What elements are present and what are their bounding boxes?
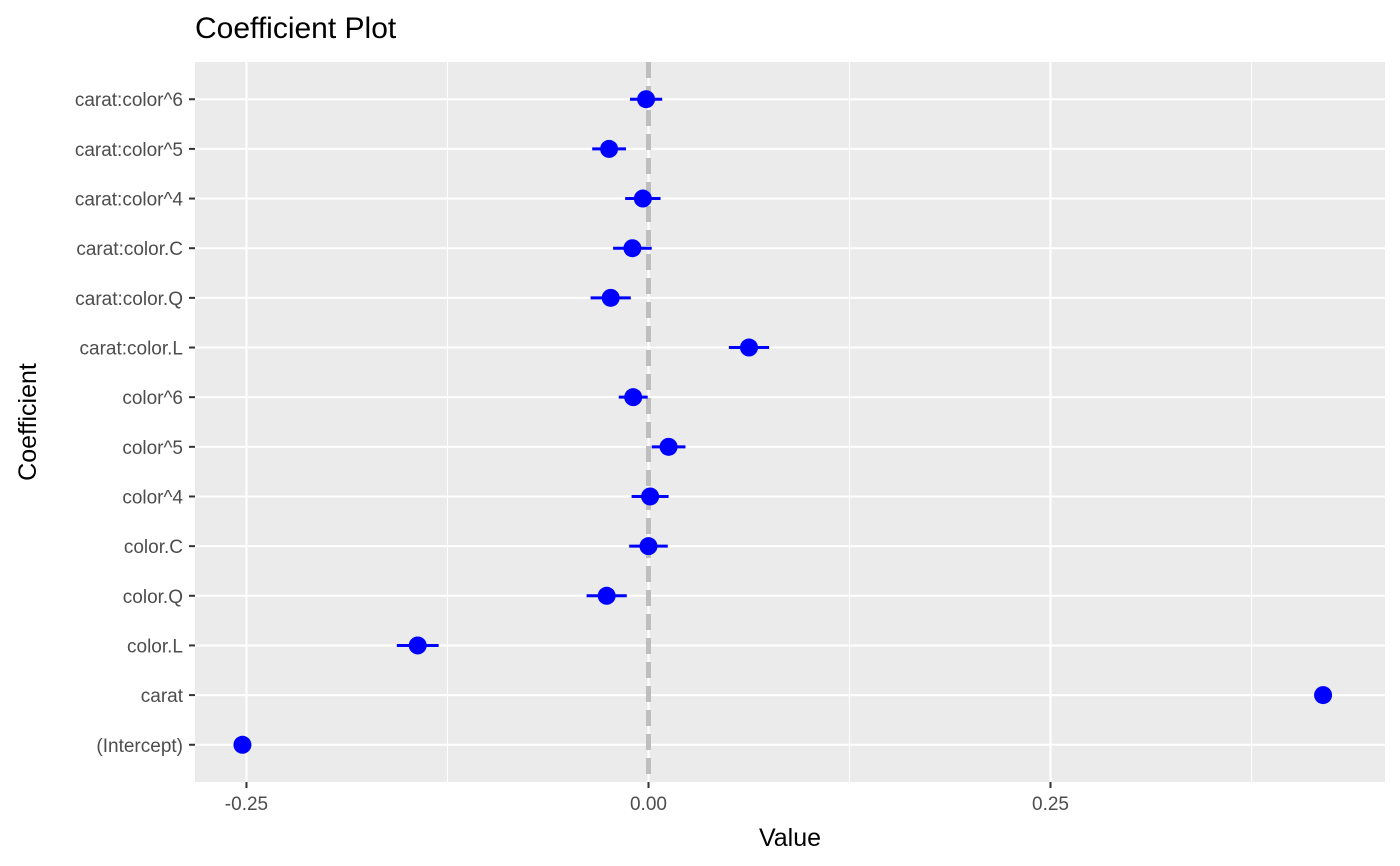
coefficient-point	[624, 388, 643, 407]
grid-lines	[195, 62, 1385, 782]
plot-panel	[195, 62, 1385, 782]
x-axis-ticks: -0.25 0.00 0.25	[225, 782, 1069, 815]
coefficient-point	[408, 636, 427, 655]
coefficient-point	[659, 437, 678, 456]
coefficient-point	[233, 735, 252, 754]
coefficient-point	[639, 537, 658, 556]
chart-title: Coefficient Plot	[195, 12, 397, 45]
y-tick-label: color.C	[124, 537, 183, 558]
y-tick-label: color.Q	[123, 587, 183, 608]
y-tick-label: carat:color^4	[75, 190, 184, 211]
y-tick-label: color.L	[127, 636, 183, 657]
y-tick-label: carat:color.C	[76, 239, 183, 260]
y-tick-label: carat:color^5	[75, 140, 183, 161]
coefficient-marks	[233, 90, 1333, 754]
coefficient-point	[739, 338, 758, 357]
coefficient-point	[637, 90, 656, 109]
coefficient-point	[641, 487, 660, 506]
x-axis-title: Value	[759, 824, 821, 852]
y-tick-label: carat:color.Q	[75, 289, 183, 310]
coefficient-point	[633, 189, 652, 208]
y-tick-label: color^4	[122, 487, 183, 508]
x-tick-label: 0.25	[1032, 794, 1069, 815]
y-tick-label: carat:color.L	[80, 339, 184, 360]
coefficient-point	[601, 288, 620, 307]
y-axis-ticks: (Intercept) carat color.L color.Q color.C col…	[75, 90, 195, 757]
x-tick-label: -0.25	[225, 794, 268, 815]
coefficient-point	[1314, 686, 1333, 705]
y-tick-label: carat:color^6	[75, 90, 183, 111]
y-tick-label: carat	[141, 686, 184, 707]
coefficient-point	[623, 239, 642, 258]
y-tick-label: color^6	[122, 388, 183, 409]
x-tick-label: 0.00	[630, 794, 667, 815]
coefficient-point	[600, 139, 619, 158]
y-axis-title: Coefficient	[14, 363, 42, 481]
coefficient-point	[597, 586, 616, 605]
y-tick-label: (Intercept)	[96, 736, 183, 757]
y-tick-label: color^5	[122, 438, 183, 459]
